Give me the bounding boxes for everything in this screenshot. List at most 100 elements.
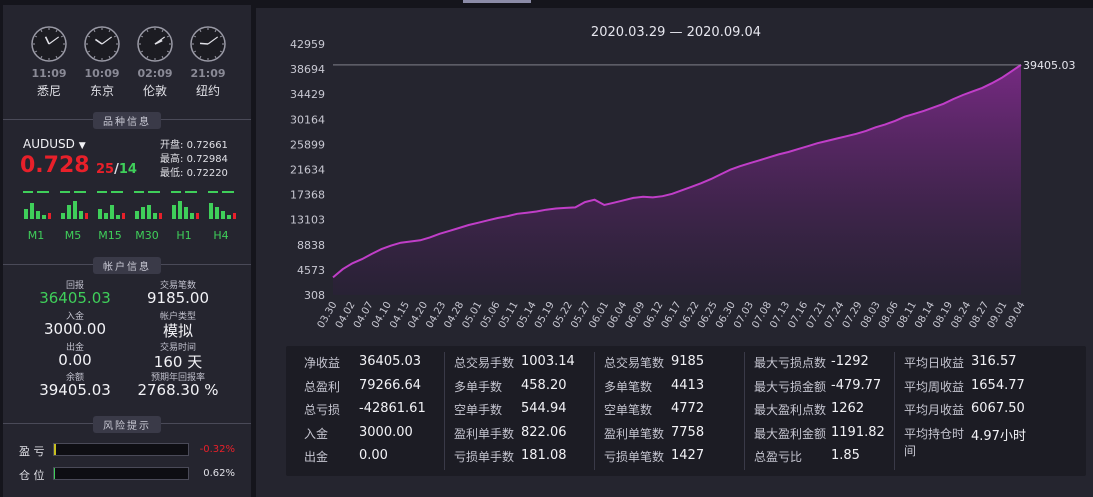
stat-label: 总盈亏比 [754, 450, 803, 464]
stat-row: 多单笔数 4413 [604, 378, 704, 402]
trades-label: 交易笔数 [159, 281, 196, 291]
stats-divider [744, 352, 745, 470]
pl-bar [53, 443, 189, 456]
stat-row: 入金 3000.00 [304, 425, 426, 449]
left-panel: 11:09 悉尼 10:09 东京 02:09 伦敦 21:09 纽约 品种信息 AUDUSD… [3, 5, 251, 497]
stat-value: 4772 [671, 401, 705, 416]
position-label: 仓 位 [19, 469, 45, 482]
y-tick-label: 25899 [290, 138, 325, 151]
high-label: 最高: [160, 154, 184, 165]
price-main: 0.728 [20, 153, 90, 178]
y-tick-label: 42959 [290, 38, 325, 51]
stat-value: 4413 [671, 377, 705, 393]
stat-value: 1191.82 [831, 424, 885, 440]
clock-icon [190, 26, 226, 62]
clock-0: 11:09 悉尼 [27, 25, 71, 99]
y-tick-label: 4573 [297, 264, 325, 277]
meter-h1 [169, 191, 199, 225]
price-sub: 14 [118, 162, 137, 177]
equity-line [332, 64, 1022, 279]
equity-area [333, 64, 1021, 296]
stat-value: 1654.77 [971, 377, 1025, 393]
stat-value: 1.85 [831, 448, 860, 463]
stat-value: 544.94 [521, 401, 567, 416]
stat-row: 亏损单笔数 1427 [604, 448, 704, 472]
trade-time-label: 交易时间 [159, 343, 196, 353]
price-mid: 25 [96, 162, 115, 177]
account-type-label: 帐户类型 [159, 312, 196, 322]
stat-value: 3000.00 [359, 424, 413, 440]
meter-m5 [58, 191, 88, 225]
y-tick-label: 17368 [290, 189, 325, 202]
stat-label: 平均周收益 [904, 379, 965, 394]
clock-1: 10:09 东京 [80, 25, 124, 99]
stats-divider [894, 352, 895, 470]
meter-m15 [95, 191, 125, 225]
y-tick-label: 308 [304, 289, 325, 302]
stat-label: 多单笔数 [604, 379, 653, 394]
y-tick-label: 38694 [290, 63, 325, 76]
low-label: 最低: [160, 168, 184, 179]
stats-column-2: 总交易笔数 9185 多单笔数 4413 空单笔数 4772 盈利单笔数 7758 亏损单笔数 1… [604, 354, 704, 472]
open-price: 开盘: 0.72661 [160, 136, 228, 151]
stat-row: 盈利单手数 822.06 [454, 425, 575, 449]
deposit-value: 3000.00 [43, 320, 107, 338]
y-tick-label: 13103 [290, 214, 325, 227]
stat-row: 最大盈利点数 1262 [754, 401, 885, 425]
timeframe-m1[interactable]: M1 [27, 229, 45, 242]
y-tick-label: 34429 [290, 88, 325, 101]
symbol-selector[interactable]: AUDUSD ▼ [23, 137, 86, 151]
account-header-label: 帐户信息 [93, 257, 161, 274]
stat-label: 平均持仓时间 [904, 426, 965, 458]
price-sep: / [114, 162, 119, 177]
stat-value: 4.97小时 [971, 428, 1026, 444]
y-tick-label: 21634 [290, 164, 325, 177]
meter-m1 [21, 191, 51, 225]
stat-label: 最大盈利金额 [754, 426, 827, 441]
timeframe-h4[interactable]: H4 [213, 229, 229, 242]
pl-label: 盈 亏 [19, 445, 45, 458]
deposit-label: 入金 [65, 312, 84, 322]
clock-time: 10:09 [84, 67, 120, 80]
stat-label: 总交易笔数 [604, 356, 665, 370]
timeframe-m15[interactable]: M15 [98, 229, 122, 242]
stat-value: 1262 [831, 401, 865, 416]
stat-label: 盈利单手数 [454, 426, 515, 441]
risk-header-label: 风险提示 [93, 416, 161, 433]
timeframe-m5[interactable]: M5 [64, 229, 82, 242]
open-value: 0.72661 [186, 140, 228, 151]
stat-row: 出金 0.00 [304, 448, 426, 472]
low-price: 最低: 0.72220 [160, 164, 228, 179]
last-value-label: 39405.03 [1023, 59, 1076, 72]
trades-value: 9185.00 [146, 289, 210, 307]
balance-label: 余额 [65, 373, 84, 383]
meter-h4 [206, 191, 236, 225]
stat-label: 总盈利 [304, 379, 341, 394]
stat-row: 平均日收益 316.57 [904, 354, 1026, 378]
stat-value: 1003.14 [521, 354, 575, 369]
equity-chart: 2020.03.29 — 2020.09.04 42959 38694 34429 30… [290, 25, 1076, 330]
stat-value: -479.77 [831, 377, 882, 393]
clock-icon [84, 26, 120, 62]
clock-city: 东京 [89, 84, 114, 98]
stat-value: 1427 [671, 448, 705, 463]
risk-section: 风险提示 盈 亏 -0.32% 仓 位 0.62% [3, 416, 251, 497]
stats-divider [444, 352, 445, 470]
stat-value: 0.00 [359, 448, 388, 463]
stat-label: 最大盈利点数 [754, 403, 827, 417]
pl-value: -0.32% [199, 444, 235, 455]
stat-label: 亏损单笔数 [604, 450, 665, 464]
stats-panel: 净收益 36405.03 总盈利 79266.64 总亏损 -42861.61 入金 3000… [286, 346, 1086, 476]
stat-value: 7758 [671, 424, 705, 440]
profit-label: 回报 [65, 281, 84, 291]
stat-value: -1292 [831, 354, 869, 369]
chevron-down-icon: ▼ [78, 141, 86, 151]
position-bar [53, 467, 189, 480]
timeframe-m30[interactable]: M30 [135, 229, 159, 242]
symbol-label: AUDUSD [23, 137, 75, 151]
stat-value: 181.08 [521, 448, 567, 463]
account-section-header: 帐户信息 [3, 257, 251, 274]
timeframe-h1[interactable]: H1 [176, 229, 192, 242]
stat-value: 316.57 [971, 354, 1017, 369]
stat-value: 458.20 [521, 377, 567, 393]
